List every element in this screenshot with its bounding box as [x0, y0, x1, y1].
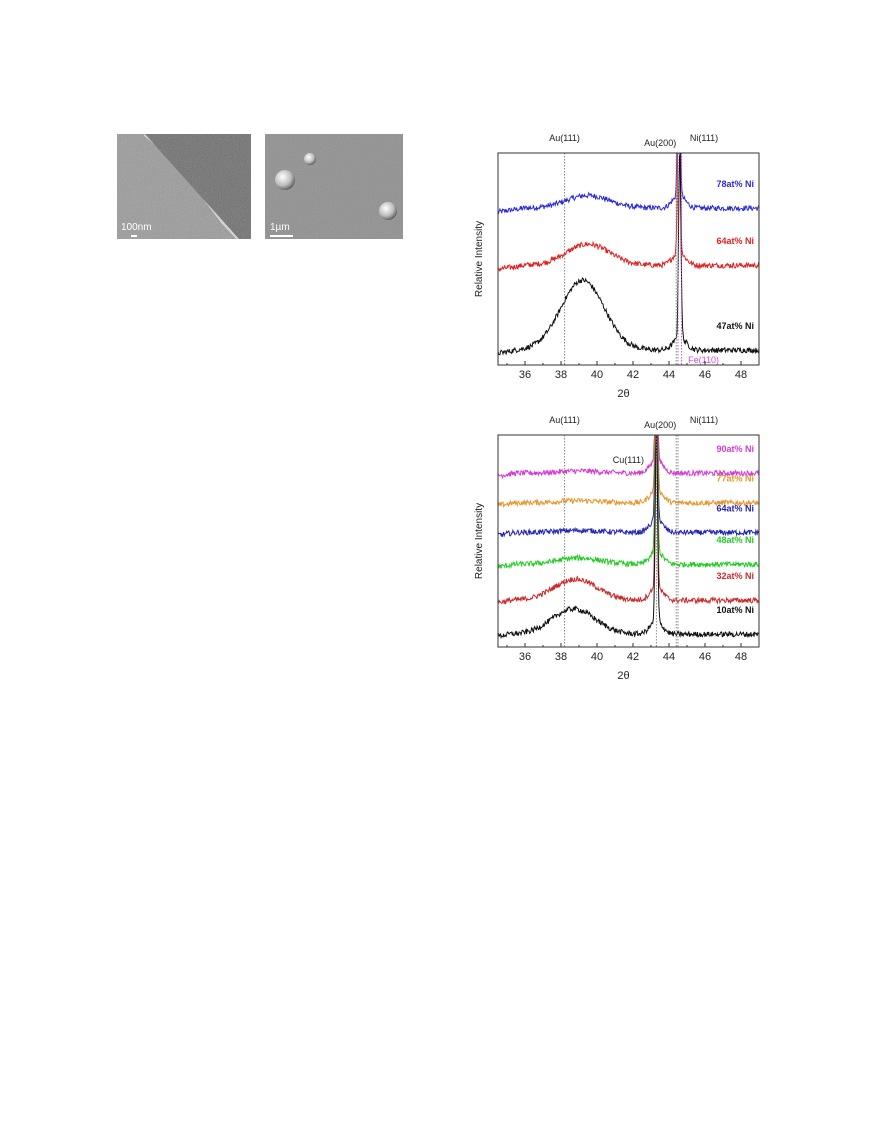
series-label: 10at% Ni — [716, 605, 754, 615]
series-label: 90at% Ni — [716, 444, 754, 454]
x-tick-label: 46 — [699, 651, 711, 663]
xrd-chart-bottom: 90at% Ni 77at% Ni 64at% Ni 48at% Ni 32at% Ni… — [474, 415, 760, 682]
x-tick-label: 36 — [519, 369, 531, 381]
reference-label: Ni(111) — [690, 133, 718, 143]
series-line — [497, 434, 760, 509]
series-label: 47at% Ni — [716, 321, 754, 331]
y-axis-label: Relative Intensity — [474, 221, 485, 297]
x-tick-label: 40 — [591, 651, 603, 663]
series-line — [497, 152, 760, 356]
sem-image-edge-graphic — [117, 134, 251, 239]
x-axis-label: 2θ — [617, 388, 629, 400]
series-line — [497, 152, 760, 273]
reference-label: Au(200) — [644, 420, 676, 430]
series-label: 78at% Ni — [716, 179, 754, 189]
x-tick-label: 48 — [735, 369, 747, 381]
x-tick-label: 38 — [555, 369, 567, 381]
scale-bar — [131, 235, 137, 237]
series-line — [497, 152, 760, 215]
scale-bar — [270, 235, 293, 237]
x-tick-label: 44 — [663, 651, 675, 663]
plot-frame — [497, 152, 760, 366]
xrd-chart-top: 78at% Ni 64at% Ni 47at% Ni Au(111) Au(200) Ni… — [474, 133, 760, 400]
scale-label: 1µm — [270, 222, 290, 233]
x-tick-label: 42 — [627, 369, 639, 381]
series-label: 64at% Ni — [716, 236, 754, 246]
series-label: 64at% Ni — [716, 503, 754, 513]
reference-label: Cu(111) — [613, 455, 644, 465]
sem-image-particles: 1µm — [265, 134, 403, 239]
reference-label: Au(111) — [549, 133, 580, 143]
series-label: 77at% Ni — [716, 474, 754, 484]
series-line — [497, 434, 760, 480]
plot-frame — [497, 434, 760, 648]
reference-label: Ni(111) — [690, 415, 718, 425]
series-line — [497, 434, 760, 640]
x-tick-label: 42 — [627, 651, 639, 663]
x-tick-label: 48 — [735, 651, 747, 663]
series-label: 48at% Ni — [716, 535, 754, 545]
x-tick-label: 40 — [591, 369, 603, 381]
x-tick-label: 46 — [699, 369, 711, 381]
sem-image-edge: 100nm — [117, 134, 251, 239]
series-line — [497, 434, 759, 605]
series-line — [497, 434, 760, 569]
x-tick-label: 36 — [519, 651, 531, 663]
y-axis-label: Relative Intensity — [474, 503, 485, 579]
x-tick-label: 38 — [555, 651, 567, 663]
reference-label: Au(111) — [549, 415, 580, 425]
x-axis-label: 2θ — [617, 670, 629, 682]
series-line — [497, 434, 760, 538]
scale-label: 100nm — [121, 222, 152, 233]
reference-label: Fe(110) — [688, 355, 719, 365]
x-tick-label: 44 — [663, 369, 675, 381]
sem-image-particles-graphic — [265, 134, 403, 239]
reference-label: Au(200) — [644, 138, 676, 148]
series-label: 32at% Ni — [716, 571, 754, 581]
